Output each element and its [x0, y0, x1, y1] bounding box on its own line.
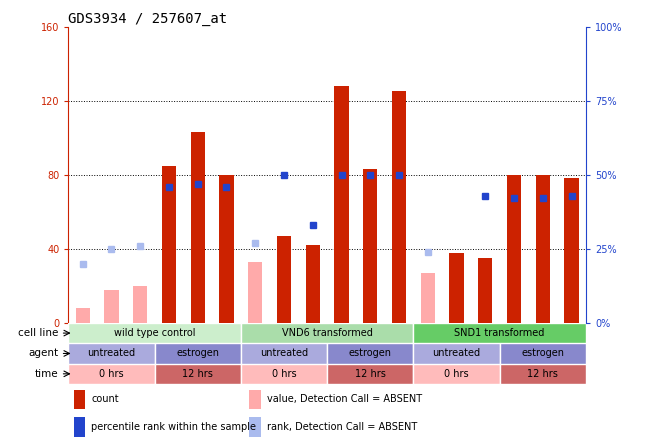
- Bar: [478, 258, 492, 323]
- Bar: [421, 273, 435, 323]
- Text: percentile rank within the sample: percentile rank within the sample: [91, 422, 256, 432]
- Bar: [500, 343, 586, 364]
- Bar: [74, 417, 85, 437]
- Text: SND1 transformed: SND1 transformed: [454, 328, 545, 338]
- Bar: [392, 91, 406, 323]
- Bar: [449, 253, 464, 323]
- Bar: [68, 343, 155, 364]
- Text: cell line: cell line: [18, 328, 58, 338]
- Bar: [413, 323, 586, 343]
- Bar: [413, 343, 499, 364]
- Text: estrogen: estrogen: [176, 349, 219, 358]
- Bar: [133, 286, 147, 323]
- Bar: [249, 389, 261, 409]
- Text: rank, Detection Call = ABSENT: rank, Detection Call = ABSENT: [267, 422, 417, 432]
- Bar: [363, 169, 378, 323]
- Text: untreated: untreated: [260, 349, 308, 358]
- Bar: [241, 364, 327, 384]
- Text: VND6 transformed: VND6 transformed: [282, 328, 372, 338]
- Bar: [507, 175, 521, 323]
- Text: wild type control: wild type control: [114, 328, 195, 338]
- Bar: [277, 236, 291, 323]
- Text: 0 hrs: 0 hrs: [444, 369, 469, 379]
- Bar: [413, 364, 499, 384]
- Text: count: count: [91, 394, 118, 404]
- Text: untreated: untreated: [87, 349, 135, 358]
- Bar: [249, 417, 261, 437]
- Text: 12 hrs: 12 hrs: [355, 369, 385, 379]
- Text: 12 hrs: 12 hrs: [527, 369, 558, 379]
- Bar: [219, 175, 234, 323]
- Bar: [327, 364, 413, 384]
- Bar: [104, 289, 118, 323]
- Bar: [241, 323, 413, 343]
- Bar: [74, 389, 85, 409]
- Text: 0 hrs: 0 hrs: [271, 369, 296, 379]
- Bar: [162, 166, 176, 323]
- Bar: [335, 86, 349, 323]
- Bar: [500, 364, 586, 384]
- Text: time: time: [35, 369, 58, 379]
- Text: estrogen: estrogen: [349, 349, 392, 358]
- Text: value, Detection Call = ABSENT: value, Detection Call = ABSENT: [267, 394, 422, 404]
- Bar: [241, 343, 327, 364]
- Bar: [68, 364, 155, 384]
- Bar: [155, 364, 241, 384]
- Text: 12 hrs: 12 hrs: [182, 369, 213, 379]
- Bar: [155, 343, 241, 364]
- Bar: [536, 175, 550, 323]
- Bar: [305, 245, 320, 323]
- Text: agent: agent: [28, 349, 58, 358]
- Bar: [76, 308, 90, 323]
- Bar: [191, 132, 205, 323]
- Text: untreated: untreated: [432, 349, 480, 358]
- Bar: [327, 343, 413, 364]
- Bar: [68, 323, 241, 343]
- Bar: [248, 262, 262, 323]
- Text: estrogen: estrogen: [521, 349, 564, 358]
- Text: 0 hrs: 0 hrs: [99, 369, 124, 379]
- Bar: [564, 178, 579, 323]
- Text: GDS3934 / 257607_at: GDS3934 / 257607_at: [68, 12, 227, 26]
